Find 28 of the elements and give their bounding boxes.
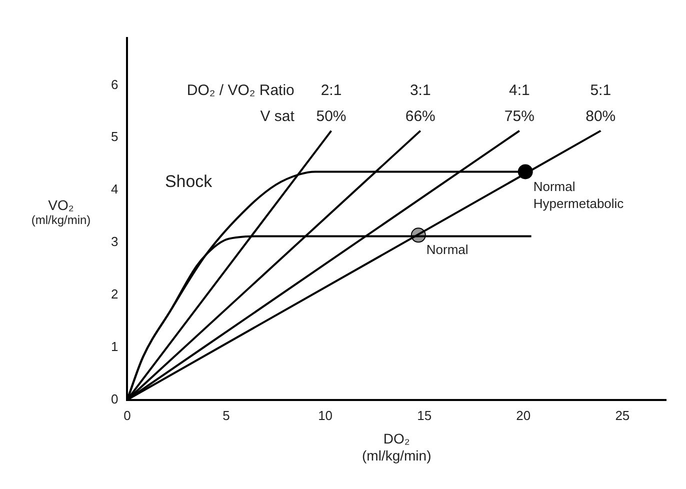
y-tick-label: 4 (110, 182, 118, 197)
x-tick-label: 15 (417, 408, 432, 424)
y-tick-label: 5 (110, 129, 118, 144)
annotation: 80% (586, 108, 616, 125)
x-axis-title: DO₂ (ml/kg/min) (362, 430, 432, 464)
y-axis-title: VO₂ (ml/kg/min) (30, 196, 92, 227)
y-tick-label: 1 (110, 338, 118, 354)
y-tick-label: 6 (110, 76, 118, 92)
y-tick-label: 0 (110, 391, 118, 406)
annotation: DO₂ / VO₂ Ratio (186, 82, 294, 99)
annotation: V sat (260, 108, 296, 125)
annotation: 75% (504, 108, 534, 125)
x-tick-label: 20 (516, 408, 531, 424)
x-tick-label: 0 (124, 408, 131, 424)
annotation: Normal Hypermetabolic (533, 178, 624, 212)
annotation: Normal (426, 241, 468, 258)
y-tick-label: 3 (110, 234, 118, 250)
text: 4:1 (508, 82, 530, 99)
text: 5:1 (590, 82, 612, 99)
x-tick-label: 5 (222, 408, 230, 424)
annotation: 50% (316, 108, 346, 125)
y-tick-label: 2 (110, 286, 118, 302)
annotation: 66% (405, 108, 436, 125)
x-tick-label: 25 (615, 408, 630, 424)
text: 3:1 (410, 82, 431, 99)
annotation: Shock (164, 172, 212, 192)
x-tick-label: 10 (318, 408, 333, 424)
text: 2:1 (320, 82, 342, 99)
